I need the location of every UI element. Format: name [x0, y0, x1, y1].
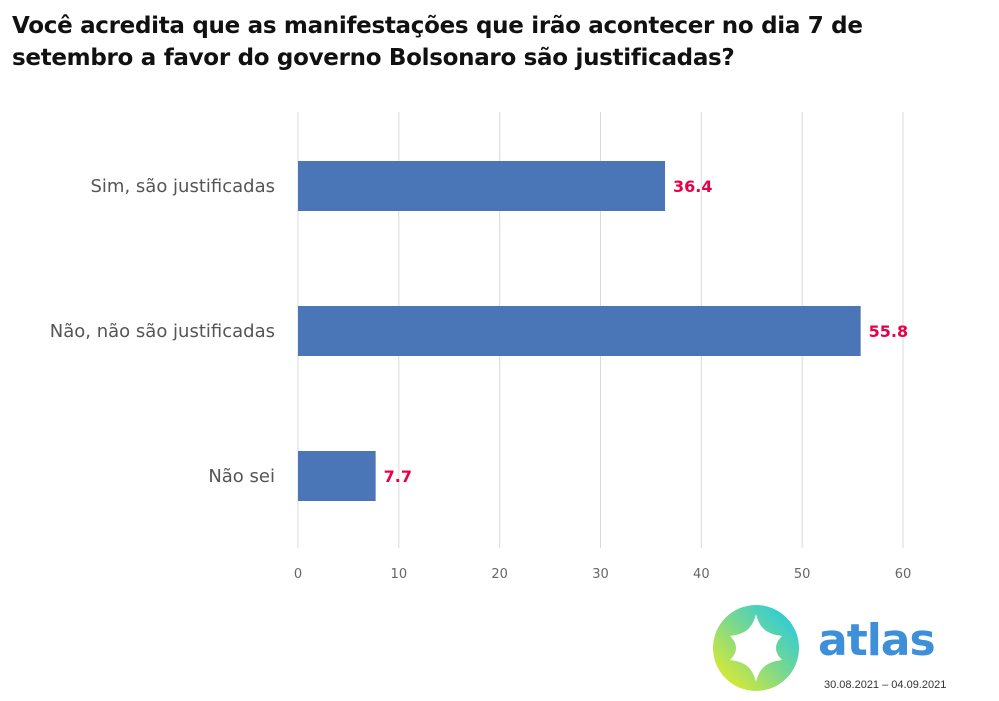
x-tick-label: 40: [693, 567, 710, 582]
data-label: 36.4: [673, 177, 712, 196]
x-tick-label: 10: [391, 567, 408, 582]
x-tick-label: 50: [794, 567, 811, 582]
data-label: 7.7: [384, 467, 412, 486]
category-label: Sim, são justificadas: [91, 176, 276, 197]
bar: [298, 161, 666, 211]
category-label: Não, não são justificadas: [50, 321, 275, 342]
brand-name: atlas: [818, 615, 936, 666]
x-tick-label: 60: [895, 567, 912, 582]
x-tick-label: 30: [592, 567, 609, 582]
category-label: Não sei: [208, 466, 275, 487]
x-tick-label: 20: [491, 567, 508, 582]
atlas-logo-icon: [713, 605, 799, 691]
chart-title: Você acredita que as manifestações que i…: [12, 13, 863, 71]
bar: [298, 306, 861, 356]
bar: [298, 451, 376, 501]
x-tick-label: 0: [294, 567, 302, 582]
data-label: 55.8: [869, 322, 908, 341]
date-range: 30.08.2021 – 04.09.2021: [824, 679, 947, 691]
